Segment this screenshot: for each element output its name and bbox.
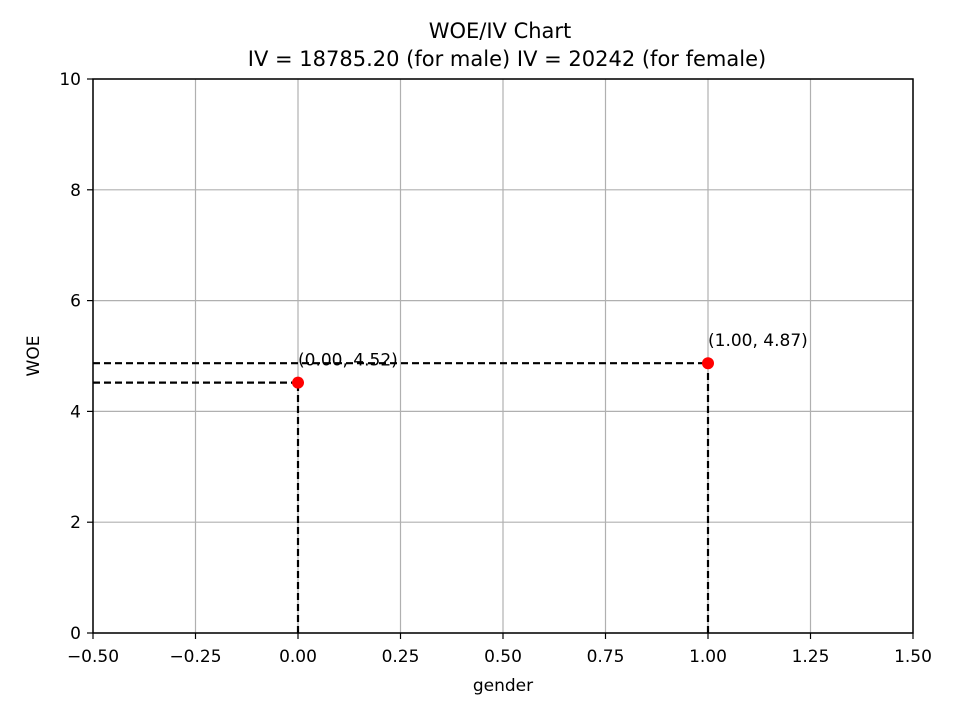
y-tick-label: 4 [70, 402, 81, 422]
point-layer: (0.00, 4.52) (1.00, 4.87) [292, 331, 808, 389]
x-tick-label: 1.25 [792, 647, 830, 667]
y-tick-label: 0 [70, 624, 81, 644]
y-tick-label: 6 [70, 292, 81, 312]
y-tick-label: 10 [59, 70, 81, 90]
x-tick-label: 0.25 [382, 647, 420, 667]
y-axis-label: WOE [24, 336, 44, 377]
grid-layer [92, 78, 914, 634]
x-tick-label: −0.50 [67, 647, 119, 667]
x-tick-label: 0.50 [484, 647, 522, 667]
x-axis-label: gender [473, 676, 533, 696]
x-tick-label: −0.25 [169, 647, 221, 667]
x-tick-label: 0.00 [279, 647, 317, 667]
guide-line-layer [93, 362, 710, 633]
chart-title: WOE/IV Chart [429, 19, 572, 43]
tick-layer: −0.50 −0.25 0.00 0.25 0.50 0.75 1.00 1.25 1.50 0 2… [59, 70, 932, 667]
data-point [292, 376, 304, 389]
x-tick-label: 0.75 [587, 647, 625, 667]
x-tick-label: 1.00 [689, 647, 727, 667]
chart-subtitle: IV = 18785.20 (for male) IV = 20242 (for… [248, 47, 766, 71]
data-point [702, 357, 714, 370]
point-label: (1.00, 4.87) [708, 331, 808, 351]
y-tick-label: 8 [70, 181, 81, 201]
x-tick-label: 1.50 [894, 647, 932, 667]
point-label: (0.00, 4.52) [298, 351, 398, 371]
y-tick-label: 2 [70, 513, 81, 533]
